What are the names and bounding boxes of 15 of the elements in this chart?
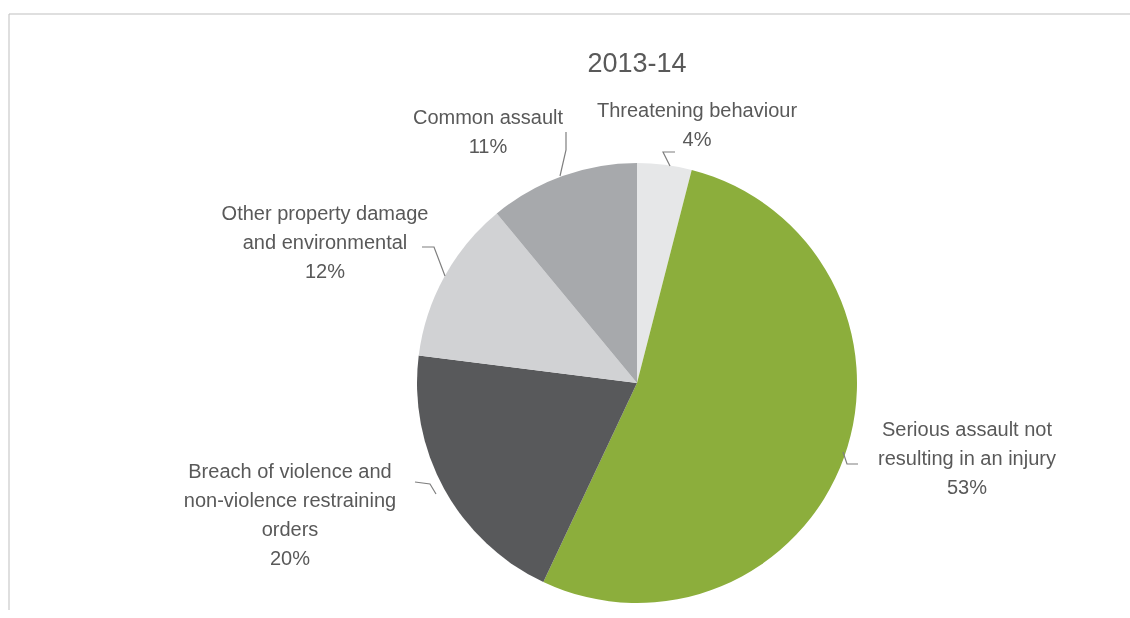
slice-label: Serious assault not resulting in an injury — [878, 418, 1056, 469]
data-label: 53% — [946, 476, 988, 498]
pie-slice — [637, 163, 692, 383]
slice-label: Common assault — [412, 106, 564, 128]
data-label: 12% — [304, 260, 346, 282]
slice-label: Breach of violence and non-violence restraining orders — [183, 460, 397, 540]
data-label: 4% — [682, 128, 712, 150]
pie-slice — [417, 355, 637, 583]
pie-slice — [543, 169, 857, 603]
pie-slice — [496, 163, 637, 383]
data-label: 20% — [269, 547, 311, 569]
data-label: 11% — [468, 135, 508, 157]
slice-label: Other property damage and environmental — [221, 202, 429, 253]
chart-title: 2013-14 — [587, 48, 687, 78]
slice-label: Threatening behaviour — [596, 99, 798, 121]
